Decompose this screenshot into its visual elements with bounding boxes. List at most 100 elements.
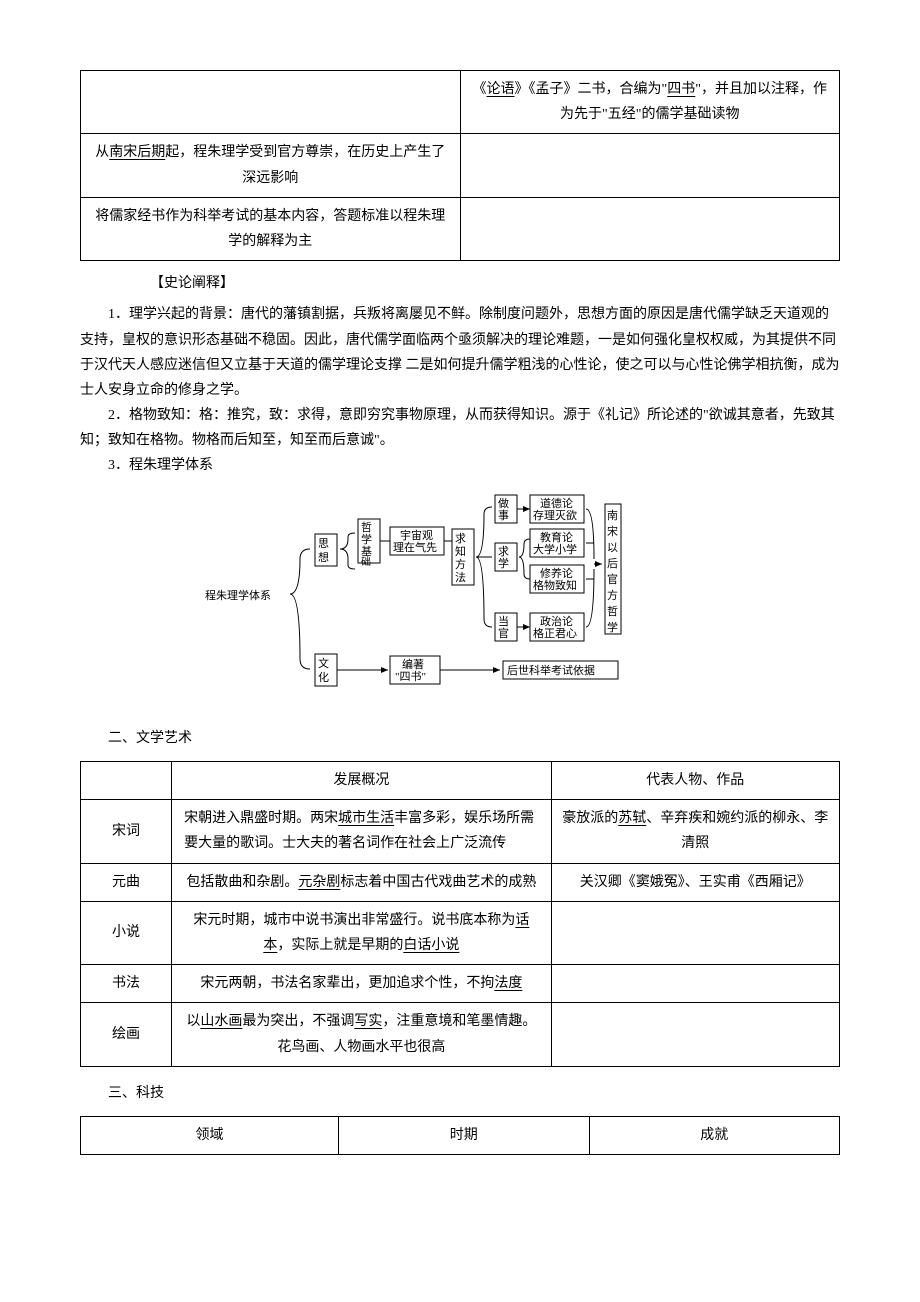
blank-sishu: 四书 — [667, 82, 695, 97]
text: 起，程朱理学受到官方尊崇，在历史上产生了深远影响 — [165, 145, 445, 185]
node-sixiang-2: 想 — [318, 550, 329, 564]
text: 》《孟子》二书，合编为" — [515, 82, 668, 97]
node-zhengzhi-b: 格正君心 — [533, 626, 577, 640]
node-bianzhushu-b: "四书" — [395, 670, 426, 683]
node-zhexue-1: 哲 — [361, 521, 372, 534]
para-background: 1．理学兴起的背景：唐代的藩镇割据，兵叛将离屡见不鲜。除制度问题外，思想方面的原… — [80, 302, 840, 403]
table-row: 将儒家经书作为科举考试的基本内容，答题标准以程朱理学的解释为主 — [81, 197, 840, 260]
node-jiaoyu-b: 大学小学 — [533, 542, 577, 556]
node-bianzhushu-a: 编著 — [402, 657, 424, 671]
node-qiuzhi-3: 方 — [455, 557, 466, 571]
header-achievement: 成就 — [589, 1116, 839, 1154]
text: 以 — [186, 1014, 200, 1029]
node-zhexue-2: 学 — [361, 532, 372, 546]
node-daode-a: 道德论 — [540, 496, 573, 510]
cell-empty — [551, 1003, 839, 1066]
node-qiuzhi-2: 知 — [455, 544, 466, 558]
table-row: 领域 时期 成就 — [81, 1116, 840, 1154]
blank-baihua: 白话小说 — [403, 938, 459, 953]
cell-songci-rep: 豪放派的苏轼、辛弃疾和婉约派的柳永、李清照 — [551, 800, 839, 863]
node-nansong-4: 后 — [607, 557, 618, 570]
node-nansong-7: 哲 — [607, 605, 618, 618]
cell-empty — [81, 762, 172, 800]
blank-yuanzaju: 元杂剧 — [298, 875, 340, 890]
blank-lunyu: 论语 — [487, 82, 515, 97]
cell-nansong: 从南宋后期起，程朱理学受到官方尊崇，在历史上产生了深远影响 — [81, 134, 461, 197]
blank-shanshui: 山水画 — [200, 1014, 242, 1029]
cell-shufa-desc: 宋元两朝，书法名家辈出，更加追求个性，不拘法度 — [172, 965, 552, 1003]
cell-empty — [551, 965, 839, 1003]
node-xiuyang-b: 格物致知 — [533, 578, 577, 592]
cell-songci: 宋词 — [81, 800, 172, 863]
node-qiuzhi-4: 法 — [455, 570, 466, 584]
table-row: 宋词 宋朝进入鼎盛时期。两宋城市生活丰富多彩，娱乐场所需要大量的歌词。士大夫的著… — [81, 800, 840, 863]
text: 从 — [95, 145, 109, 160]
cell-empty — [460, 134, 840, 197]
cell-yuanqu-desc: 包括散曲和杂剧。元杂剧标志着中国古代戏曲艺术的成熟 — [172, 863, 552, 901]
text: 最为突出，不强调 — [242, 1014, 354, 1029]
header-representatives: 代表人物、作品 — [551, 762, 839, 800]
node-yuzhou-b: 理在气先 — [393, 540, 437, 554]
blank-chengshi: 城市生活 — [338, 811, 394, 826]
text: 宋元时期，城市中说书演出非常盛行。说书底本称为 — [193, 913, 515, 928]
cell-xiaoshuo: 小说 — [81, 901, 172, 964]
node-qiuzhi-1: 求 — [455, 532, 466, 545]
cell-xiaoshuo-desc: 宋元时期，城市中说书演出非常盛行。说书底本称为话本，实际上就是早期的白话小说 — [172, 901, 552, 964]
cell-huihua-desc: 以山水画最为突出，不强调写实，注重意境和笔墨情趣。花鸟画、人物画水平也很高 — [172, 1003, 552, 1066]
para-system: 3．程朱理学体系 — [80, 453, 840, 478]
node-nansong-6: 方 — [607, 588, 618, 602]
node-xiuyang-a: 修养论 — [540, 566, 573, 580]
node-yuzhou-a: 宇宙观 — [400, 528, 433, 542]
blank-sushi: 苏轼 — [618, 811, 646, 826]
node-qiuxue-2: 学 — [498, 556, 509, 570]
para-gewuzhizhi: 2．格物致知：格：推究，致：求得，意即穷究事物原理，从而获得知识。源于《礼记》所… — [80, 403, 840, 453]
node-zuoshi-1: 做 — [498, 496, 509, 510]
node-houshi: 后世科举考试依据 — [507, 663, 595, 677]
cell-yuanqu: 元曲 — [81, 863, 172, 901]
table-row: 绘画 以山水画最为突出，不强调写实，注重意境和笔墨情趣。花鸟画、人物画水平也很高 — [81, 1003, 840, 1066]
cell-empty — [551, 901, 839, 964]
table-row: 《论语》《孟子》二书，合编为"四书"，并且加以注释，作为先于"五经"的儒学基础读… — [81, 71, 840, 134]
text: 《 — [473, 82, 487, 97]
cell-empty — [460, 197, 840, 260]
node-nansong-1: 南 — [607, 509, 618, 522]
node-root: 程朱理学体系 — [205, 588, 271, 602]
header-overview: 发展概况 — [172, 762, 552, 800]
cell-songci-desc: 宋朝进入鼎盛时期。两宋城市生活丰富多彩，娱乐场所需要大量的歌词。士大夫的著名词作… — [172, 800, 552, 863]
diagram-chengzhu: 程朱理学体系 思 想 文 化 哲 学 基 础 宇宙观 理在气先 求 知 方 法 … — [80, 489, 840, 708]
blank-fadu: 法度 — [494, 976, 522, 991]
node-nansong-8: 学 — [607, 620, 618, 634]
text: 豪放派的 — [562, 811, 618, 826]
node-zhengzhi-a: 政治论 — [540, 614, 573, 628]
table-row: 从南宋后期起，程朱理学受到官方尊崇，在历史上产生了深远影响 — [81, 134, 840, 197]
cell-yuanqu-rep: 关汉卿《窦娥冤》、王实甫《西厢记》 — [551, 863, 839, 901]
header-period: 时期 — [339, 1116, 589, 1154]
node-dangguan-1: 当 — [498, 614, 509, 628]
text: 、辛弃疾和婉约派的柳永、李清照 — [646, 811, 828, 851]
shilun-title: 【史论阐释】 — [80, 271, 840, 296]
header-field: 领域 — [81, 1116, 339, 1154]
table-technology: 领域 时期 成就 — [80, 1116, 840, 1155]
blank-xieshi: 写实 — [354, 1014, 382, 1029]
table-neo-confucianism: 《论语》《孟子》二书，合编为"四书"，并且加以注释，作为先于"五经"的儒学基础读… — [80, 70, 840, 261]
cell-shufa: 书法 — [81, 965, 172, 1003]
cell-huihua: 绘画 — [81, 1003, 172, 1066]
text: ，实际上就是早期的 — [277, 938, 403, 953]
section-literature-title: 二、文学艺术 — [80, 726, 840, 751]
cell-keju: 将儒家经书作为科举考试的基本内容，答题标准以程朱理学的解释为主 — [81, 197, 461, 260]
text: 标志着中国古代戏曲艺术的成熟 — [340, 875, 536, 890]
node-nansong-3: 以 — [607, 542, 618, 554]
table-row: 发展概况 代表人物、作品 — [81, 762, 840, 800]
node-wenhua-2: 化 — [318, 670, 329, 684]
node-nansong-5: 官 — [607, 572, 618, 586]
node-wenhua-1: 文 — [318, 656, 329, 670]
table-row: 元曲 包括散曲和杂剧。元杂剧标志着中国古代戏曲艺术的成熟 关汉卿《窦娥冤》、王实… — [81, 863, 840, 901]
node-nansong-2: 宋 — [607, 524, 618, 538]
cell-sishu: 《论语》《孟子》二书，合编为"四书"，并且加以注释，作为先于"五经"的儒学基础读… — [460, 71, 840, 134]
blank-nansong: 南宋后期 — [109, 145, 165, 160]
table-row: 小说 宋元时期，城市中说书演出非常盛行。说书底本称为话本，实际上就是早期的白话小… — [81, 901, 840, 964]
node-qiuxue-1: 求 — [498, 545, 509, 558]
text: 包括散曲和杂剧。 — [186, 875, 298, 890]
node-daode-b: 存理灭欲 — [533, 508, 577, 522]
section-tech-title: 三、科技 — [80, 1081, 840, 1106]
